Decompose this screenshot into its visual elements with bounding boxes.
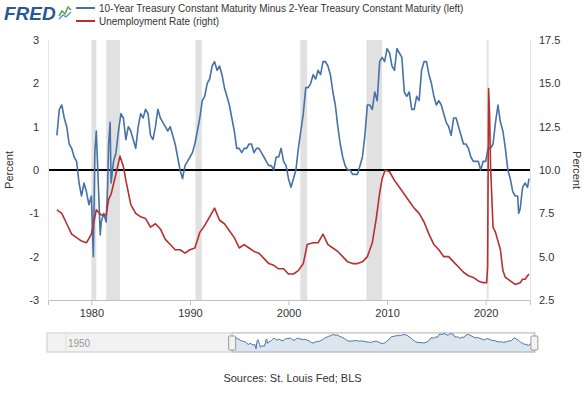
y2-axis-tick: 12.5 <box>530 121 560 133</box>
navigator-area <box>233 334 535 352</box>
y2-axis-tick-label: 7.5 <box>539 207 554 219</box>
y2-axis-title: Percent <box>571 151 583 189</box>
x-axis-line <box>49 301 531 306</box>
plot-area <box>48 40 530 300</box>
y2-axis-line <box>530 41 531 301</box>
y2-axis-tick-label: 12.5 <box>539 121 560 133</box>
x-axis: 1980 1990 2000 2010 2020 <box>49 300 531 319</box>
x-axis-tick-mark <box>91 300 92 305</box>
x-axis-tick-label: 1990 <box>178 307 202 319</box>
y-axis-tick: -2 <box>29 251 48 263</box>
legend-label: Unemployment Rate (right) <box>99 16 219 27</box>
background <box>0 0 585 393</box>
y-axis-tick: 1 <box>33 121 48 133</box>
y-axis-tick-label: 1 <box>33 121 39 133</box>
navigator-handle <box>531 336 538 350</box>
navigator-line <box>233 334 535 349</box>
series-line <box>57 49 529 257</box>
x-axis-tick: 1980 <box>80 300 104 319</box>
y-axis-title: Percent <box>3 151 15 189</box>
y-axis-tick: 3 <box>33 34 48 46</box>
navigator-handle <box>229 336 236 350</box>
y2-axis-tick-label: 2.5 <box>539 294 554 306</box>
x-axis-tick: 1990 <box>178 300 202 319</box>
y-axis-tick-label: -3 <box>29 294 39 306</box>
navigator-selection <box>232 333 534 352</box>
x-axis-tick-mark <box>190 300 191 305</box>
y-axis-tick: 0 <box>33 164 48 176</box>
x-axis-tick-label: 2020 <box>474 307 498 319</box>
legend: 10-Year Treasury Constant Maturity Minus… <box>76 3 463 27</box>
y-axis-tick-label: 3 <box>33 34 39 46</box>
brand-logo: FRED <box>4 3 56 24</box>
legend-swatch <box>76 7 95 9</box>
chart-container: 1980 1990 2000 2010 2020 -3 -2 -1 0 1 2 3 2.5 5.0 7.5 1… <box>0 0 585 393</box>
y-axis: -3 -2 -1 0 1 2 3 <box>29 34 48 306</box>
zero-line <box>48 169 530 171</box>
chart-svg: 1980 1990 2000 2010 2020 -3 -2 -1 0 1 2 3 2.5 5.0 7.5 1… <box>0 0 585 393</box>
y-axis-line <box>48 41 49 301</box>
y2-axis-tick-label: 15.0 <box>539 77 560 89</box>
navigator-tick <box>65 333 66 352</box>
x-axis-tick-mark <box>289 300 290 305</box>
y2-axis-tick: 15.0 <box>530 77 560 89</box>
y2-axis-tick-label: 5.0 <box>539 251 554 263</box>
y2-axis-tick-label: 10.0 <box>539 164 560 176</box>
y-axis-tick: -1 <box>29 207 48 219</box>
y2-axis-tick-label: 17.5 <box>539 34 560 46</box>
y2-axis-tick: 10.0 <box>530 164 560 176</box>
y2-axis-tick: 17.5 <box>530 34 560 46</box>
navigator-plot <box>233 334 535 352</box>
y-axis-tick-label: -1 <box>29 207 39 219</box>
x-axis-tick-mark <box>387 300 388 305</box>
y-axis-tick: -3 <box>29 294 48 306</box>
navigator-tick-label: 1950 <box>68 338 91 349</box>
y-axis-tick-label: -2 <box>29 251 39 263</box>
brand-icon <box>59 12 71 19</box>
y2-axis-tick: 2.5 <box>530 294 554 306</box>
x-axis-tick: 2010 <box>375 300 399 319</box>
navigator-background <box>47 333 535 352</box>
x-axis-tick-label: 2000 <box>277 307 301 319</box>
legend-label: 10-Year Treasury Constant Maturity Minus… <box>99 3 463 14</box>
series-line <box>57 89 529 285</box>
y-axis-tick: 2 <box>33 77 48 89</box>
y-axis-tick-label: 0 <box>33 164 39 176</box>
x-axis-tick-label: 1980 <box>80 307 104 319</box>
x-axis-tick-label: 2010 <box>375 307 399 319</box>
x-axis-tick-mark <box>486 300 487 305</box>
y-axis-tick-label: 2 <box>33 77 39 89</box>
y2-axis-tick: 5.0 <box>530 251 554 263</box>
x-axis-tick: 2000 <box>277 300 301 319</box>
legend-swatch <box>76 20 95 22</box>
x-axis-tick: 2020 <box>474 300 498 319</box>
y2-axis: 2.5 5.0 7.5 10.0 12.5 15.0 17.5 <box>530 34 560 306</box>
navigator: 1950 <box>47 333 538 352</box>
y2-axis-tick: 7.5 <box>530 207 554 219</box>
brand-icon <box>59 7 71 16</box>
source-note: Sources: St. Louis Fed; BLS <box>223 372 361 384</box>
